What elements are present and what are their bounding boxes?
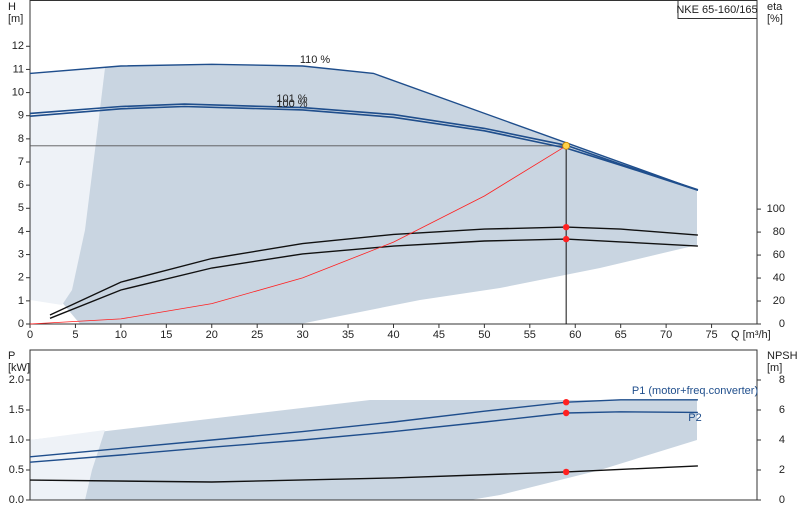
y-tick-label: 1.5 <box>9 404 24 416</box>
y-tick-label: 2 <box>18 272 24 284</box>
y-unit: [kW] <box>8 362 30 374</box>
power-area <box>30 400 697 500</box>
curve <box>29 103 699 191</box>
y2-tick-label: 20 <box>773 295 785 307</box>
y-tick-label: 0 <box>18 318 24 330</box>
y2-tick-label: 100 <box>767 203 785 215</box>
y-tick-label: 12 <box>12 40 24 52</box>
curve-label: P1 (motor+freq.converter) <box>632 385 758 397</box>
y-tick-label: 11 <box>13 63 24 75</box>
y2-tick-label: 60 <box>773 249 785 261</box>
y-label: H <box>8 1 16 13</box>
title: NKE 65-160/165 <box>676 4 757 16</box>
x-tick-label: 15 <box>160 329 172 341</box>
x-tick-label: 75 <box>705 329 717 341</box>
x-tick-label: 0 <box>27 329 33 341</box>
y2-unit: [m] <box>767 362 782 374</box>
operating-area <box>30 64 697 324</box>
y-tick-label: 1.0 <box>9 434 24 446</box>
y2-tick-label: 8 <box>779 374 785 386</box>
x-tick-label: 35 <box>342 329 354 341</box>
x-tick-label: 70 <box>660 329 672 341</box>
curve-label: 101 % <box>276 93 307 105</box>
curve <box>29 63 699 191</box>
y2-tick-label: 2 <box>779 464 785 476</box>
curve-label: P2 <box>688 412 701 424</box>
x-tick-label: 65 <box>615 329 627 341</box>
curve-label: 110 % <box>300 54 331 66</box>
y-label: P <box>8 350 15 362</box>
duty-marker <box>562 235 570 243</box>
curve <box>29 105 699 191</box>
y2-tick-label: 0 <box>779 494 785 506</box>
y-tick-label: 4 <box>18 225 24 237</box>
y-tick-label: 0.0 <box>9 494 24 506</box>
y2-tick-label: 40 <box>773 272 785 284</box>
curve <box>49 238 698 319</box>
x-tick-label: 20 <box>206 329 218 341</box>
x-tick-label: 60 <box>569 329 581 341</box>
y-unit: [m] <box>8 13 23 25</box>
y-tick-label: 5 <box>18 202 24 214</box>
x-tick-label: 30 <box>297 329 309 341</box>
y-tick-label: 9 <box>18 110 24 122</box>
curve <box>29 411 698 463</box>
y-tick-label: 2.0 <box>9 374 24 386</box>
duty-marker <box>562 468 570 476</box>
duty-marker <box>562 223 570 231</box>
y2-tick-label: 80 <box>773 226 785 238</box>
power-area-light <box>30 430 105 500</box>
x-tick-label: 10 <box>115 329 127 341</box>
curve <box>29 465 698 483</box>
curve-label: 100 % <box>276 98 307 110</box>
y2-unit: [%] <box>767 13 783 25</box>
curve <box>29 399 698 458</box>
y-tick-label: 8 <box>18 133 24 145</box>
x-label: Q [m³/h] <box>731 329 771 341</box>
y2-tick-label: 6 <box>779 404 785 416</box>
y2-label: eta <box>767 1 783 13</box>
y2-label: NPSH <box>767 350 798 362</box>
y-tick-label: 10 <box>12 86 24 98</box>
y2-tick-label: 4 <box>779 434 785 446</box>
y-tick-label: 7 <box>18 156 24 168</box>
x-tick-label: 50 <box>478 329 490 341</box>
x-tick-label: 5 <box>72 329 78 341</box>
duty-point <box>562 141 571 150</box>
title-box <box>677 0 758 19</box>
plot-frame <box>29 349 758 501</box>
x-tick-label: 25 <box>251 329 263 341</box>
x-tick-label: 45 <box>433 329 445 341</box>
x-tick-label: 55 <box>524 329 536 341</box>
curve <box>49 226 698 316</box>
duty-marker <box>562 399 570 406</box>
y-tick-label: 0.5 <box>9 464 24 476</box>
duty-marker <box>562 409 570 417</box>
curve <box>29 145 567 325</box>
y-tick-label: 1 <box>18 295 24 307</box>
operating-area-light <box>30 68 105 305</box>
y-tick-label: 6 <box>18 179 24 191</box>
y-tick-label: 3 <box>18 248 24 260</box>
y2-tick-label: 0 <box>779 318 785 330</box>
x-tick-label: 40 <box>387 329 399 341</box>
